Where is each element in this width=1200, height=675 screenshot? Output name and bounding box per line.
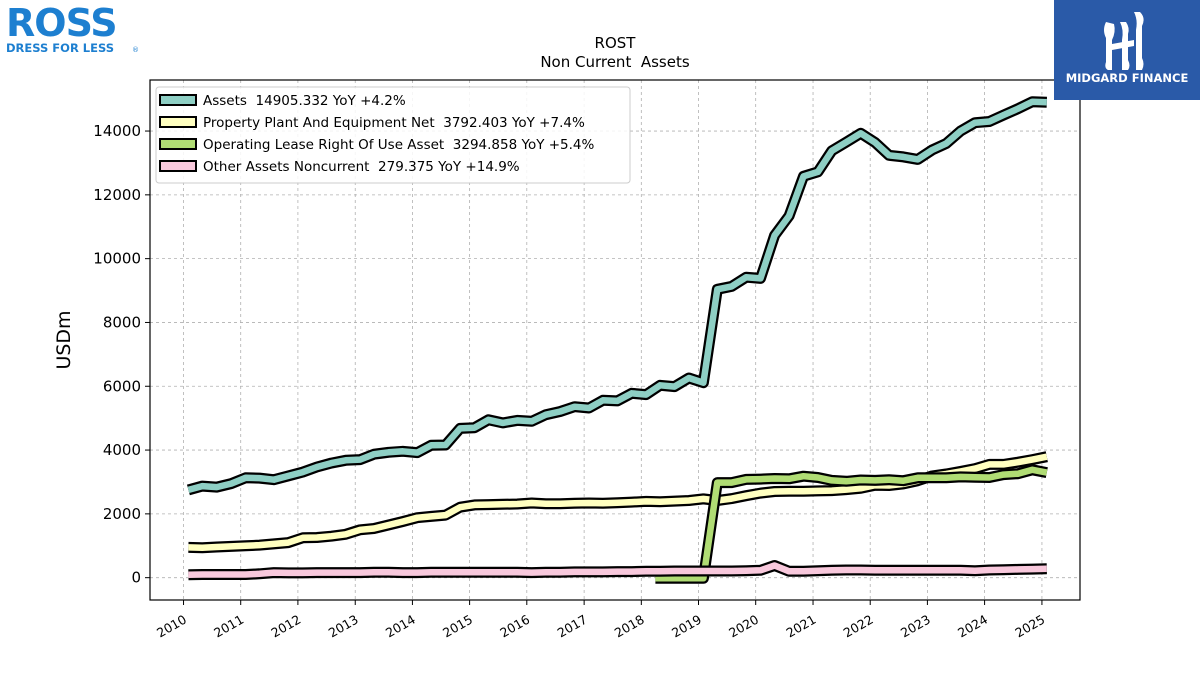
- x-tick-label: 2013: [326, 612, 361, 641]
- x-tick-label: 2022: [841, 612, 876, 641]
- legend-swatch: [159, 138, 197, 150]
- x-tick-label: 2018: [612, 612, 647, 641]
- legend-swatch: [159, 94, 197, 106]
- plot-frame: [149, 79, 1081, 601]
- midgard-emblem-icon: MIDGARD FINANCE: [1066, 12, 1189, 85]
- ross-logo-tagline: DRESS FOR LESS: [6, 41, 114, 55]
- ross-logo-name: ROSS: [6, 4, 117, 45]
- x-tick-label: 2024: [955, 612, 990, 641]
- series-line-fill: [655, 466, 1048, 582]
- y-tick-label: 0: [131, 569, 141, 587]
- x-tick-label: 2012: [268, 612, 303, 641]
- x-tick-label: 2021: [783, 612, 818, 641]
- legend-swatch: [159, 116, 197, 128]
- x-tick-label: 2015: [440, 612, 475, 641]
- x-tick-label: 2014: [383, 612, 418, 641]
- legend-label: Assets 14905.332 YoY +4.2%: [203, 93, 406, 109]
- midgard-finance-logo: MIDGARD FINANCE: [1054, 0, 1200, 100]
- legend: Assets 14905.332 YoY +4.2% Property Plant…: [155, 86, 631, 184]
- y-tick-label: 14000: [93, 122, 141, 140]
- y-tick-label: 8000: [103, 313, 141, 331]
- x-tick-label: 2010: [154, 612, 189, 641]
- series-line: [188, 560, 1047, 581]
- series-layer: [186, 96, 1048, 584]
- x-tick-label: 2023: [898, 612, 933, 641]
- y-tick-label: 12000: [93, 186, 141, 204]
- y-tick-label: 10000: [93, 250, 141, 268]
- x-axis: 2010 2011 2012 2013 2014 2015 2016 2017 2018 2019…: [154, 600, 1047, 641]
- ross-logo: ROSS DRESS FOR LESS ®: [6, 4, 139, 55]
- y-axis: 0 2000 4000 6000 8000 10000 12000 14000: [93, 122, 150, 587]
- legend-swatch: [159, 160, 197, 172]
- x-tick-label: 2019: [669, 612, 704, 641]
- y-tick-label: 2000: [103, 505, 141, 523]
- chart-subtitle: Non Current Assets: [540, 53, 690, 71]
- legend-box: [155, 86, 631, 184]
- series-line-fill: [187, 98, 1047, 494]
- y-tick-label: 4000: [103, 441, 141, 459]
- chart-title: ROST: [595, 34, 637, 52]
- registered-mark-icon: ®: [132, 46, 139, 54]
- series-line-fill: [188, 562, 1047, 579]
- legend-label: Other Assets Noncurrent 279.375 YoY +14.…: [203, 159, 520, 175]
- y-axis-label: USDm: [53, 310, 75, 369]
- x-tick-label: 2017: [555, 612, 590, 641]
- x-tick-label: 2016: [497, 612, 532, 641]
- midgard-logo-name: MIDGARD FINANCE: [1066, 71, 1189, 85]
- legend-label: Operating Lease Right Of Use Asset 3294.…: [203, 137, 595, 153]
- x-tick-label: 2020: [726, 612, 761, 641]
- legend-label: Property Plant And Equipment Net 3792.40…: [203, 115, 585, 131]
- x-tick-label: 2025: [1012, 612, 1047, 641]
- series-line: [186, 96, 1047, 496]
- x-tick-label: 2011: [211, 612, 246, 641]
- series-line: [655, 464, 1048, 584]
- y-tick-label: 6000: [103, 377, 141, 395]
